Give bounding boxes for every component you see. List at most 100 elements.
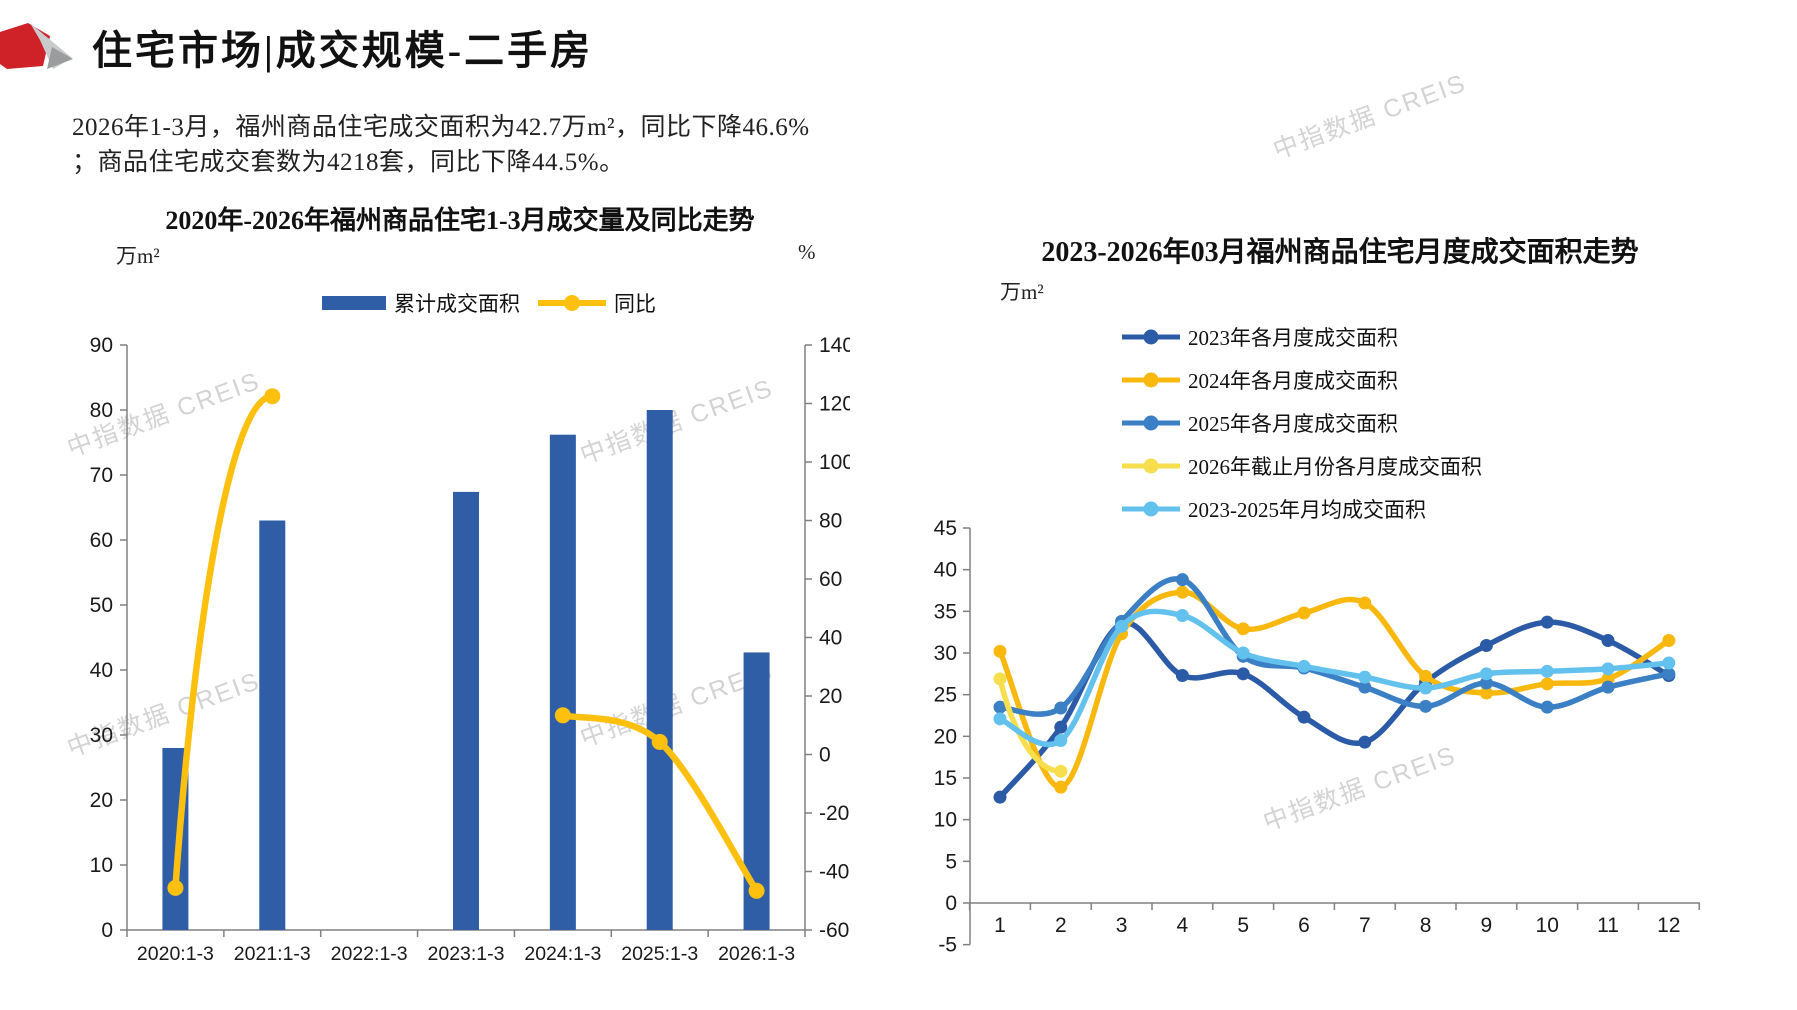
legend-label: 2023-2025年月均成交面积 — [1188, 498, 1426, 522]
line-marker — [1054, 780, 1068, 794]
summary-text: 2026年1-3月，福州商品住宅成交面积为42.7万m²，同比下降46.6% ；… — [72, 110, 882, 180]
line-swatch-icon — [1122, 415, 1180, 431]
yoy-line — [172, 392, 276, 892]
bar-swatch-icon — [322, 296, 386, 310]
line-swatch-icon — [1122, 501, 1180, 517]
x-axis-month-label: 2 — [1055, 914, 1067, 937]
yoy-marker — [167, 879, 184, 896]
y-axis-tick-label: 10 — [934, 809, 957, 832]
y-axis-tick-label: 25 — [934, 684, 957, 707]
right-axis-tick-label: 100 — [819, 451, 850, 474]
legend-label: 累计成交面积 — [394, 292, 520, 316]
line-marker — [1054, 734, 1068, 747]
line-marker — [993, 700, 1007, 714]
y-axis-tick-label: 45 — [934, 517, 957, 540]
line-marker — [1479, 676, 1493, 690]
legend-item-cumulative-area: 累计成交面积 — [322, 288, 520, 318]
right-axis-tick-label: -20 — [819, 802, 849, 825]
line-marker — [1175, 669, 1189, 682]
line-swatch-icon — [1122, 329, 1180, 345]
chart1-title: 2020年-2026年福州商品住宅1-3月成交量及同比走势 — [165, 206, 755, 235]
left-axis-tick-label: 90 — [90, 334, 113, 357]
line-marker — [1662, 656, 1676, 670]
right-axis-tick-label: 80 — [819, 510, 842, 533]
chart2-title: 2023-2026年03月福州商品住宅月度成交面积走势 — [1041, 237, 1639, 268]
legend-item-4: 2023-2025年月均成交面积 — [1122, 494, 1482, 524]
logo-red-shape — [0, 23, 50, 69]
line-swatch-icon — [1122, 458, 1180, 474]
line-marker — [1236, 622, 1250, 636]
line-marker — [1358, 680, 1372, 694]
yoy-marker — [651, 733, 668, 750]
x-axis-month-label: 1 — [994, 914, 1006, 937]
line-marker — [1540, 700, 1554, 714]
line-marker — [1479, 686, 1493, 700]
line-marker — [1419, 699, 1433, 713]
x-axis-month-label: 9 — [1481, 914, 1493, 937]
line-marker — [1358, 596, 1372, 610]
summary-line-2: ；商品住宅成交套数为4218套，同比下降44.5%。 — [72, 149, 625, 176]
line-marker — [1601, 662, 1615, 676]
x-axis-category-label: 2024:1-3 — [524, 943, 601, 965]
x-axis-category-label: 2021:1-3 — [234, 943, 311, 965]
legend-item-2: 2025年各月度成交面积 — [1122, 408, 1482, 438]
right-axis-tick-label: 40 — [819, 627, 842, 650]
left-axis-tick-label: 20 — [90, 789, 113, 812]
left-axis-tick-label: 30 — [90, 724, 113, 747]
volume-yoy-chart-canvas: 0 10 20 30 40 50 60 70 80 90 -60 -40 -20 0 20 40 60 80 100… — [90, 334, 850, 965]
right-axis-tick-label: 20 — [819, 685, 842, 708]
line-marker — [1601, 634, 1615, 647]
line-series — [997, 589, 1672, 790]
yoy-marker — [264, 388, 281, 405]
right-axis-tick-label: 0 — [819, 744, 831, 767]
left-axis-tick-label: 0 — [101, 919, 113, 942]
page-title: 住宅市场|成交规模-二手房 — [92, 28, 594, 73]
x-axis-category-label: 2020:1-3 — [137, 943, 214, 965]
y-axis-tick-label: 15 — [934, 767, 957, 790]
yoy-marker — [554, 707, 571, 724]
x-axis-month-label: 10 — [1536, 914, 1559, 937]
line-marker — [1540, 677, 1554, 691]
line-marker — [1419, 681, 1433, 695]
line-marker — [993, 672, 1007, 686]
x-axis-category-label: 2025:1-3 — [621, 943, 698, 965]
y-axis-tick-label: 5 — [945, 850, 957, 873]
right-axis-tick-label: -40 — [819, 861, 849, 884]
line-marker — [1054, 764, 1068, 778]
line-marker — [1358, 735, 1372, 749]
right-axis-tick-label: -60 — [819, 919, 849, 942]
line-marker — [1358, 670, 1372, 684]
x-axis-month-label: 3 — [1116, 914, 1128, 937]
right-axis-tick-label: 140 — [819, 334, 850, 357]
legend-item-1: 2024年各月度成交面积 — [1122, 365, 1482, 395]
line-marker — [1236, 667, 1250, 681]
bar — [259, 520, 286, 930]
x-axis-month-label: 5 — [1237, 914, 1249, 937]
logo-darkgray-shape — [47, 47, 73, 69]
line-marker — [1297, 659, 1311, 673]
line-marker — [1479, 639, 1493, 652]
legend-item-yoy: 同比 — [538, 288, 656, 318]
y-axis-tick-label: 0 — [945, 892, 957, 915]
watermark: 中指数据 CREIS — [1269, 68, 1471, 165]
chart2-axis-unit: 万m² — [1000, 280, 1044, 304]
line-marker — [1540, 664, 1554, 678]
legend-label: 2025年各月度成交面积 — [1188, 412, 1398, 436]
x-axis-month-label: 12 — [1657, 914, 1680, 937]
line-marker — [993, 712, 1007, 726]
line-marker — [1662, 667, 1676, 681]
chart1-left-axis-unit: 万m² — [116, 244, 160, 268]
left-axis-tick-label: 60 — [90, 529, 113, 552]
line-marker — [1054, 720, 1068, 734]
legend-label: 同比 — [614, 292, 656, 316]
line-marker — [1175, 609, 1189, 622]
x-axis-month-label: 6 — [1298, 914, 1310, 937]
line-marker — [993, 790, 1007, 804]
left-axis-tick-label: 10 — [90, 854, 113, 877]
line-marker — [1297, 606, 1311, 620]
y-axis-tick-label: 40 — [934, 559, 957, 582]
x-axis-category-label: 2022:1-3 — [331, 943, 408, 965]
line-swatch-icon — [1122, 372, 1180, 388]
bar — [453, 491, 479, 930]
right-axis-tick-label: 60 — [819, 568, 842, 591]
